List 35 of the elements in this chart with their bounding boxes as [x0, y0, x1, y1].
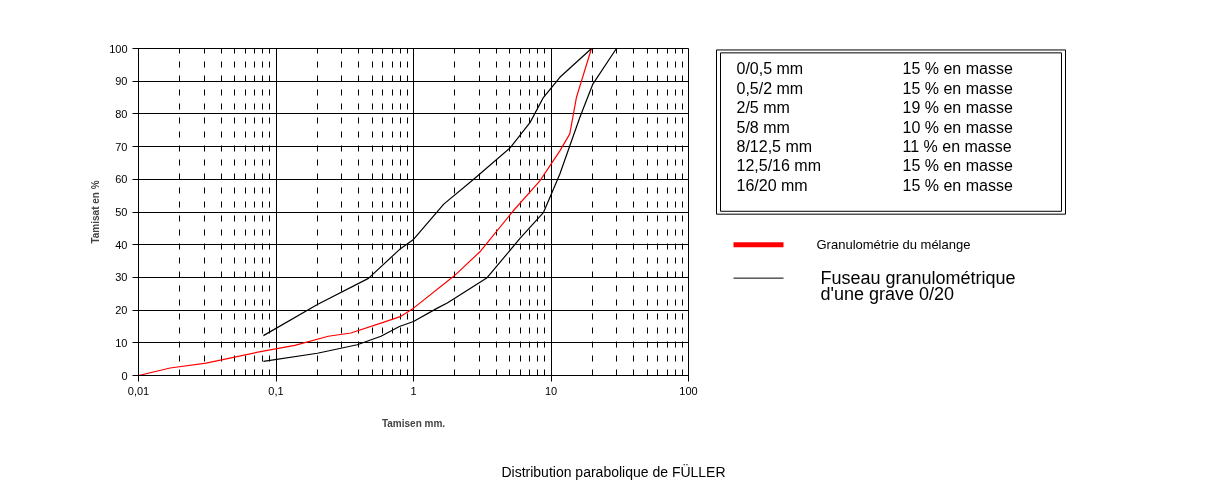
x-tick-label: 10	[544, 384, 558, 397]
y-tick-label: 70	[115, 140, 128, 153]
y-tick-label: 20	[115, 304, 128, 317]
x-tick-label: 0,01	[127, 384, 150, 397]
text: 15 % en masse	[902, 60, 1013, 78]
text: 16/20 mm	[736, 176, 808, 194]
y-tick-label: 100	[109, 42, 128, 55]
text: 0/0,5 mm	[736, 60, 804, 78]
y-tick-label: 30	[115, 271, 128, 284]
text: Distribution parabolique de FÜLLER	[501, 462, 726, 480]
text: 12,5/16 mm	[736, 157, 821, 175]
text: 11 % en masse	[902, 137, 1012, 155]
text: 15 % en masse	[902, 176, 1013, 194]
legend-label: Fuseau granulométrique d'une grave 0/20	[820, 268, 1016, 305]
text: 0,5/2 mm	[736, 79, 804, 97]
text: 5/8 mm	[736, 118, 790, 136]
text: 15 % en masse	[902, 79, 1013, 97]
y-tick-label: 50	[115, 206, 128, 218]
y-tick-label: 60	[115, 173, 128, 186]
y-tick-label: 90	[115, 75, 128, 88]
x-tick-label: 1	[410, 384, 417, 397]
text: 2/5 mm	[736, 99, 790, 117]
x-tick-label: 100	[679, 384, 698, 397]
x-axis-title: Tamisen mm.	[381, 417, 446, 429]
text: 19 % en masse	[902, 99, 1013, 117]
y-tick-label: 80	[115, 107, 128, 120]
y-tick-label: 40	[115, 238, 128, 251]
text: Granulométrie du mélange	[816, 237, 971, 253]
text: 8/12,5 mm	[736, 137, 813, 155]
y-tick-label: 10	[115, 336, 128, 349]
y-axis-title: Tamisat en %	[90, 180, 102, 244]
text: 10 % en masse	[902, 118, 1013, 136]
text: 15 % en masse	[902, 157, 1013, 175]
y-tick-label: 0	[121, 369, 128, 382]
x-tick-label: 0,1	[268, 384, 284, 397]
